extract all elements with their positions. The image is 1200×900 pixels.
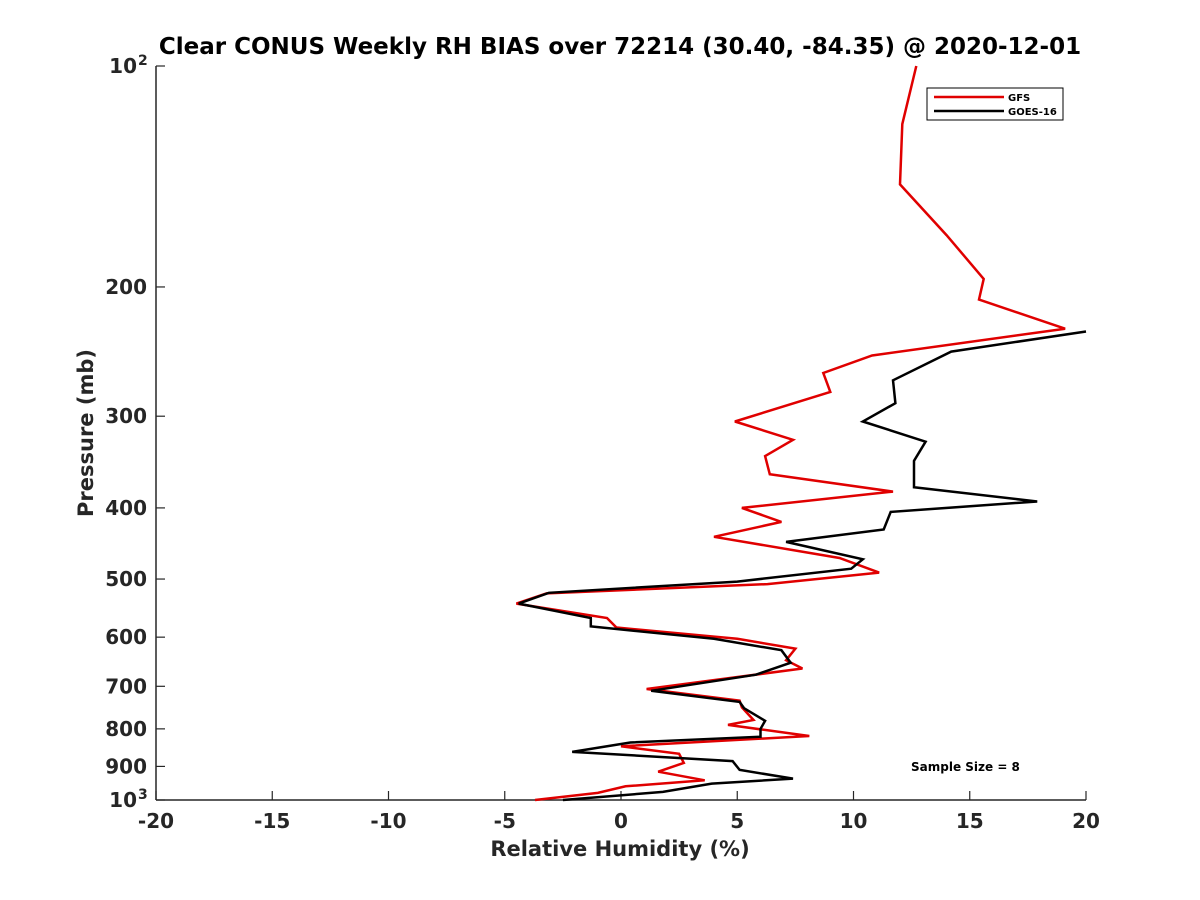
x-tick-label: -10 <box>370 809 406 833</box>
sample-size-annotation: Sample Size = 8 <box>911 760 1020 774</box>
y-tick-label: 800 <box>105 717 147 741</box>
legend-label-goes16: GOES-16 <box>1008 107 1057 118</box>
x-tick-label: -20 <box>138 809 174 833</box>
x-tick-label: 20 <box>1072 809 1100 833</box>
series-line-goes16 <box>518 330 1087 802</box>
legend-label-gfs: GFS <box>1008 93 1030 104</box>
y-tick-label: 700 <box>105 674 147 698</box>
axes <box>155 66 1086 801</box>
x-tick-label: 15 <box>956 809 984 833</box>
y-tick-label: 600 <box>105 625 147 649</box>
y-tick-exponent: 2 <box>138 53 148 69</box>
legend-box <box>926 87 1064 121</box>
x-tick-label: -5 <box>494 809 516 833</box>
x-tick-label: 5 <box>730 809 744 833</box>
y-axis-label: Pressure (mb) <box>74 349 98 517</box>
y-tick-exponent: 3 <box>138 787 148 803</box>
x-tick-label: 0 <box>614 809 628 833</box>
y-tick-label: 900 <box>105 754 147 778</box>
x-axis-ticks: -20 -15 -10 -5 0 5 10 15 20 <box>138 791 1100 833</box>
legend: GFS GOES-16 <box>926 87 1064 121</box>
y-tick-label: 10 <box>109 788 137 812</box>
y-tick-label: 300 <box>105 404 147 428</box>
chart-title: Clear CONUS Weekly RH BIAS over 72214 (3… <box>159 34 1081 60</box>
y-tick-label: 400 <box>105 496 147 520</box>
series-line-gfs <box>516 65 1066 802</box>
y-tick-label: 500 <box>105 567 147 591</box>
x-tick-label: -15 <box>254 809 290 833</box>
y-tick-label: 10 <box>109 54 137 78</box>
x-axis-label: Relative Humidity (%) <box>490 837 749 861</box>
series-layer <box>516 65 1087 802</box>
y-tick-label: 200 <box>105 275 147 299</box>
x-tick-label: 10 <box>840 809 868 833</box>
